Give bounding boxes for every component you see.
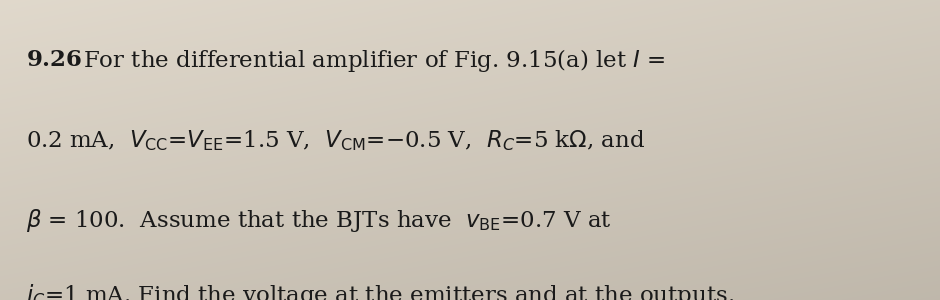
- Text: 9.26: 9.26: [26, 49, 82, 71]
- Text: $i_C$=1 mA. Find the voltage at the emitters and at the outputs.: $i_C$=1 mA. Find the voltage at the emit…: [26, 282, 734, 300]
- Text: 0.2 mA,  $V_{\rm CC}$=$V_{\rm EE}$=1.5 V,  $V_{\rm CM}$=$-$0.5 V,  $R_C$=5 k$\Om: 0.2 mA, $V_{\rm CC}$=$V_{\rm EE}$=1.5 V,…: [26, 128, 646, 153]
- Text: $\beta$ = 100.  Assume that the BJTs have  $v_{\rm BE}$=0.7 V at: $\beta$ = 100. Assume that the BJTs have…: [26, 207, 612, 234]
- Text: For the differential amplifier of Fig. 9.15(a) let $I$ =: For the differential amplifier of Fig. 9…: [83, 46, 666, 74]
